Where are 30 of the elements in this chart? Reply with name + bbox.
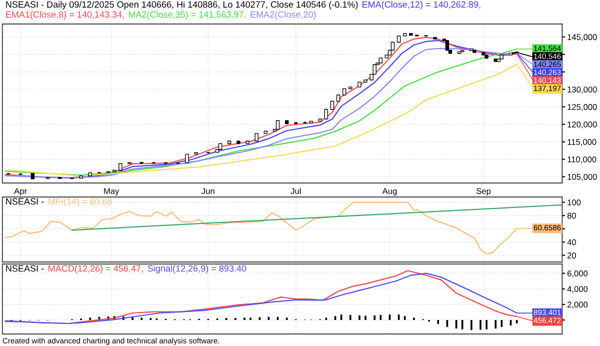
y-tick-label: 40 [567,239,576,246]
y-tick-label: 80 [567,212,576,219]
x-tick-label: Jun [202,188,214,194]
x-tick-label: Sep [476,188,491,196]
y-tick-label: 20 [567,252,576,258]
y-tick-label: 4,000 [567,286,588,293]
text: EMA2(Close,20) [250,11,316,20]
text: Signal(12,26,9) = 893.40 [148,265,246,274]
x-tick-label: Jul [290,188,301,194]
chart-title: NSEASI - [6,265,44,272]
text: MACD(12,26) = 456.47, [48,265,143,274]
series-label: MFI(14) = 60.66 [48,198,112,206]
x-tick-label: May [104,188,120,196]
y-tick-label: 130,000 [568,86,597,94]
x-tick-label: Apr [14,188,27,196]
text: MA2(Close,35) = 141,563.97, [128,11,246,20]
y-tick-label: 100 [568,199,581,206]
y-tick-label: 2,000 [567,302,588,309]
x-tick-label: Aug [382,188,397,196]
y-tick-label: 6,000 [567,270,588,278]
text: EMA(Close,12) = 140,262.89, [362,1,480,10]
y-tick-label: 105,000 [568,174,597,181]
y-tick-label: 110,000 [568,156,596,164]
chart-title: NSEASI - Daily 09/12/2025 Open 140666, Hi 140886, Lo 140277, Close 140546 (-0.1%) [6,1,358,10]
y-tick-label: 120,000 [568,122,597,128]
text: EMA1(Close,8) = 140,143.34, [6,11,124,20]
chart-title: NSEASI - [6,198,44,205]
y-tick-label: 145,000 [568,34,597,42]
y-tick-label: 115,000 [568,139,596,146]
y-tick-label: 125,000 [568,104,597,111]
